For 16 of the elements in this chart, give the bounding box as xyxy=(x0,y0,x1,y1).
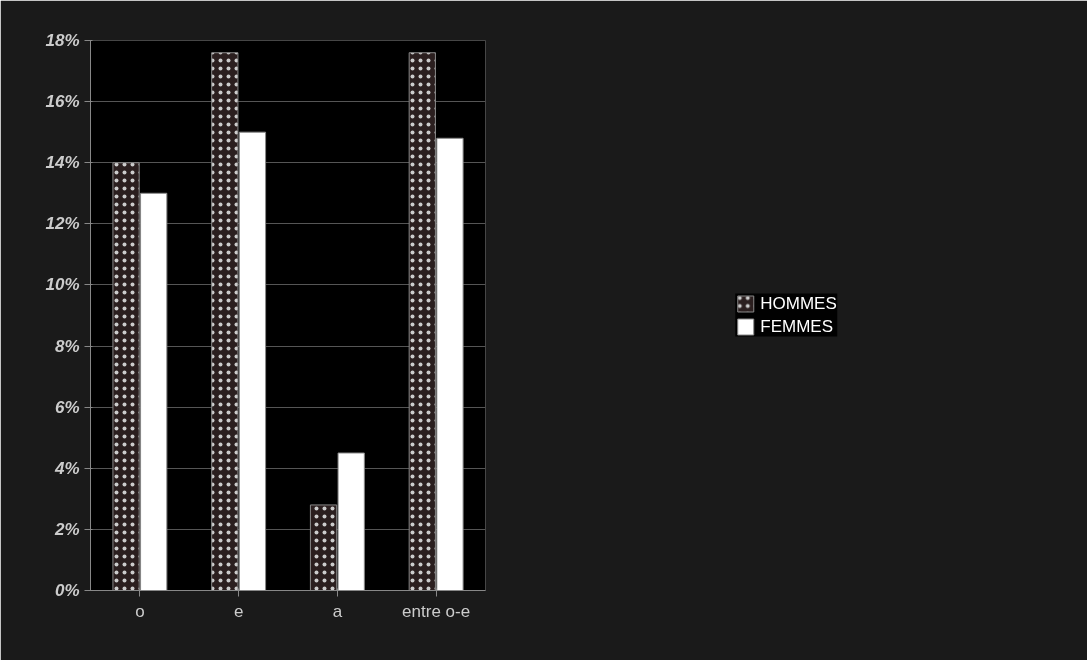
y-tick-label: 14% xyxy=(45,153,80,173)
y-tick-label: 2% xyxy=(53,519,80,539)
y-tick-label: 0% xyxy=(54,581,80,600)
x-tick-label: a xyxy=(332,601,343,621)
y-tick-label: 4% xyxy=(53,458,80,478)
y-tick-label: 12% xyxy=(45,214,80,234)
x-tick-label: o xyxy=(135,601,145,621)
y-tick-label: 16% xyxy=(45,92,80,112)
y-tick-label: 18% xyxy=(45,31,80,50)
y-tick-label: 8% xyxy=(54,336,80,356)
x-tick-label: e xyxy=(233,601,244,621)
legend-label: FEMMES xyxy=(760,316,833,337)
y-tick-label: 10% xyxy=(45,275,80,295)
x-tick-label: entre o-e xyxy=(402,601,471,621)
y-tick-label: 6% xyxy=(54,397,80,417)
legend-label: HOMMES xyxy=(760,293,837,314)
